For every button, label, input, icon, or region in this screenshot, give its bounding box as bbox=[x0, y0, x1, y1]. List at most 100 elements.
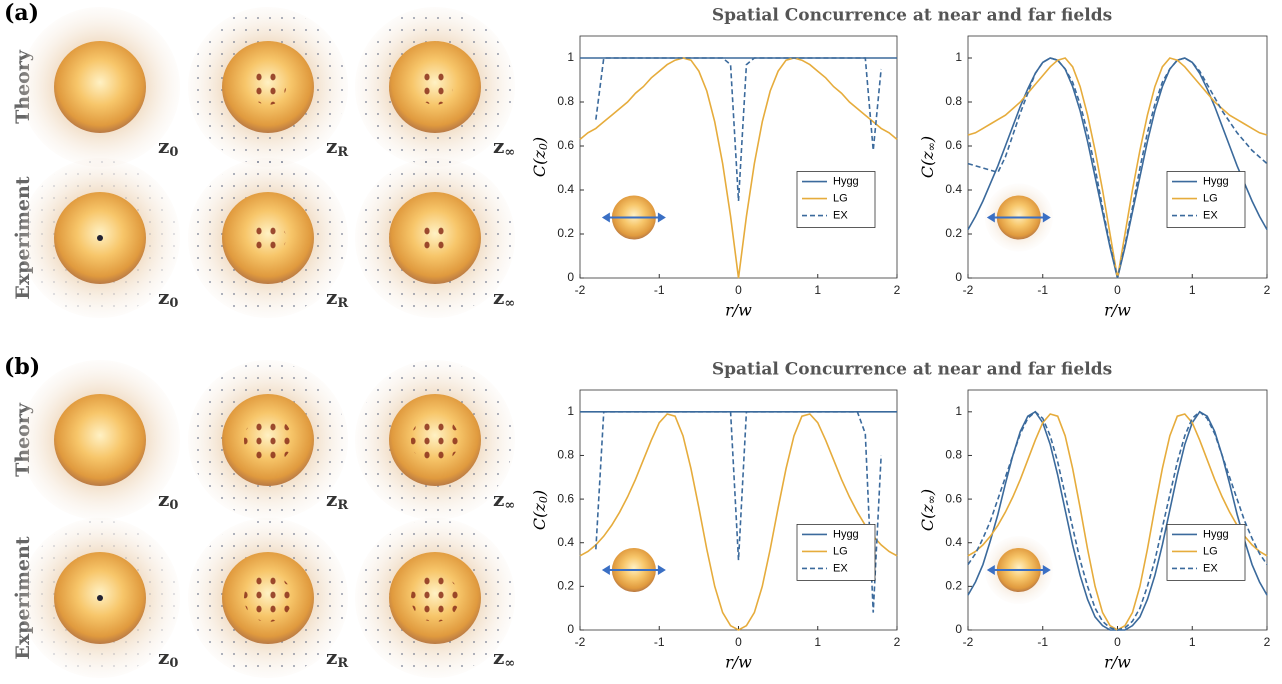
x-tick-label: 2 bbox=[1264, 283, 1271, 297]
beam-core bbox=[54, 394, 146, 486]
z-subscript: 0 bbox=[169, 145, 178, 160]
legend-label: LG bbox=[1203, 192, 1218, 204]
y-label-end: ) bbox=[530, 490, 549, 497]
legend-label: EX bbox=[1203, 209, 1218, 221]
y-tick-label: 0 bbox=[567, 622, 574, 636]
z-subscript: R bbox=[337, 498, 348, 513]
legend-label: EX bbox=[833, 562, 848, 574]
z-subscript: ∞ bbox=[504, 498, 515, 513]
y-tick-label: 1 bbox=[955, 404, 962, 418]
y-tick-label: 0.2 bbox=[945, 579, 962, 593]
y-tick-label: 0 bbox=[567, 270, 574, 284]
x-tick-label: 0 bbox=[1114, 283, 1121, 297]
z-label: z∞ bbox=[493, 134, 515, 160]
beam-center bbox=[250, 220, 286, 256]
z-symbol: z bbox=[158, 645, 169, 669]
chart-title: Spatial Concurrence at near and far fiel… bbox=[712, 360, 1112, 380]
series-line bbox=[579, 413, 898, 631]
z-label: zR bbox=[326, 645, 348, 671]
z-symbol: z bbox=[493, 645, 504, 669]
z-subscript: 0 bbox=[169, 498, 178, 513]
z-subscript: R bbox=[337, 656, 348, 671]
panel-label: (a) bbox=[4, 0, 39, 26]
singularity bbox=[97, 595, 103, 601]
y-tick-label: 0.4 bbox=[945, 182, 962, 196]
series-line bbox=[967, 57, 1268, 279]
y-tick-label: 0.8 bbox=[945, 94, 962, 108]
x-tick-label: -1 bbox=[654, 635, 665, 649]
y-tick-label: 0.8 bbox=[945, 448, 962, 462]
series-line bbox=[967, 410, 1268, 631]
x-axis-label: r/w bbox=[725, 653, 752, 672]
z-symbol: z bbox=[326, 645, 337, 669]
legend-label: LG bbox=[1203, 545, 1218, 557]
x-tick-label: -1 bbox=[1037, 283, 1048, 297]
x-tick-label: -1 bbox=[654, 283, 665, 297]
y-tick-label: 0.4 bbox=[557, 535, 574, 549]
z-symbol: z bbox=[158, 285, 169, 309]
y-tick-label: 0.6 bbox=[945, 138, 962, 152]
z-subscript: 0 bbox=[169, 656, 178, 671]
beam-center bbox=[244, 574, 292, 622]
beam-center bbox=[411, 574, 459, 622]
z-subscript: R bbox=[337, 145, 348, 160]
y-label-main: C(z bbox=[530, 503, 549, 530]
legend-label: EX bbox=[1203, 562, 1218, 574]
inset-arrowhead bbox=[986, 212, 1051, 223]
x-tick-label: 2 bbox=[894, 635, 901, 649]
y-tick-label: 1 bbox=[567, 404, 574, 418]
y-label-main: C(z bbox=[918, 151, 937, 178]
chart-title: Spatial Concurrence at near and far fiel… bbox=[712, 6, 1112, 26]
beam-center bbox=[417, 69, 453, 105]
x-tick-label: 1 bbox=[1189, 283, 1196, 297]
x-axis-label: r/w bbox=[1104, 653, 1131, 672]
x-tick-label: -1 bbox=[1037, 635, 1048, 649]
z-label: z0 bbox=[158, 285, 178, 311]
z-symbol: z bbox=[158, 487, 169, 511]
y-axis-label: C(z0) bbox=[530, 490, 551, 530]
x-tick-label: 2 bbox=[1264, 635, 1271, 649]
x-tick-label: 1 bbox=[814, 283, 821, 297]
plot-area bbox=[579, 389, 898, 631]
inset-arrowhead bbox=[601, 565, 666, 575]
legend-label: EX bbox=[833, 209, 848, 221]
x-tick-label: 0 bbox=[735, 635, 742, 649]
z-label: zR bbox=[326, 487, 348, 513]
z-label: zR bbox=[326, 285, 348, 311]
x-tick-label: 1 bbox=[1189, 635, 1196, 649]
x-tick-label: 0 bbox=[735, 283, 742, 297]
y-tick-label: 1 bbox=[955, 50, 962, 64]
z-label: z∞ bbox=[493, 645, 515, 671]
y-tick-label: 0.8 bbox=[557, 448, 574, 462]
z-label: z∞ bbox=[493, 487, 515, 513]
y-label-end: ) bbox=[918, 136, 937, 143]
y-tick-label: 0 bbox=[955, 270, 962, 284]
x-axis-label: r/w bbox=[725, 301, 752, 320]
x-tick-label: -2 bbox=[575, 283, 586, 297]
legend-label: LG bbox=[833, 545, 848, 557]
y-tick-label: 0.6 bbox=[557, 138, 574, 152]
z-label: zR bbox=[326, 134, 348, 160]
z-subscript: R bbox=[337, 296, 348, 311]
z-symbol: z bbox=[326, 487, 337, 511]
z-subscript: ∞ bbox=[504, 656, 515, 671]
legend-label: Hygg bbox=[833, 528, 859, 540]
y-label-end: ) bbox=[918, 489, 937, 496]
z-label: z0 bbox=[158, 645, 178, 671]
y-label-main: C(z bbox=[530, 150, 549, 177]
y-label-sub: 0 bbox=[537, 496, 550, 503]
y-tick-label: 0.6 bbox=[557, 491, 574, 505]
series-line bbox=[595, 411, 882, 613]
y-tick-label: 0.2 bbox=[557, 579, 574, 593]
z-symbol: z bbox=[493, 134, 504, 158]
y-label-sub: ∞ bbox=[925, 495, 938, 504]
singularity bbox=[97, 235, 103, 241]
z-symbol: z bbox=[158, 134, 169, 158]
inset-arrowhead bbox=[601, 212, 666, 223]
series-line bbox=[579, 57, 898, 279]
inset-arrowhead bbox=[986, 565, 1051, 575]
beam-center bbox=[417, 220, 453, 256]
x-axis-label: r/w bbox=[1104, 301, 1131, 320]
y-label-end: ) bbox=[530, 137, 549, 144]
